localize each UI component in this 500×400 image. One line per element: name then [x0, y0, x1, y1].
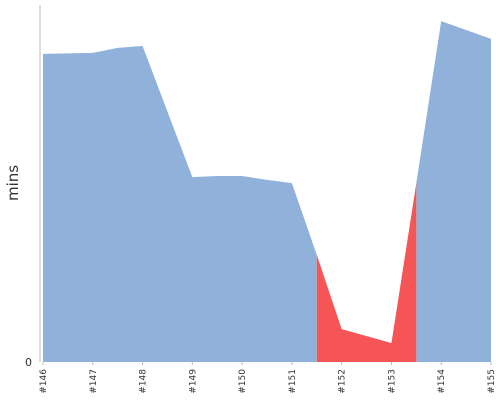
x-tick-label: #152 — [338, 369, 348, 394]
x-tick-label: #150 — [238, 369, 248, 394]
x-tick-label: #153 — [387, 369, 397, 394]
x-tick-label: #154 — [437, 369, 447, 394]
area — [43, 46, 317, 363]
x-tick-label: #151 — [288, 369, 298, 394]
x-tick-label: #146 — [39, 369, 49, 394]
y-axis-label: mins — [4, 165, 22, 201]
x-tick-label: #148 — [139, 369, 149, 394]
area — [416, 21, 491, 362]
y-tick-label: 0 — [25, 356, 32, 369]
x-tick-label: #147 — [89, 369, 99, 394]
x-tick-label: #149 — [188, 369, 198, 394]
area — [316, 183, 417, 362]
x-tick-label: #155 — [487, 369, 497, 394]
